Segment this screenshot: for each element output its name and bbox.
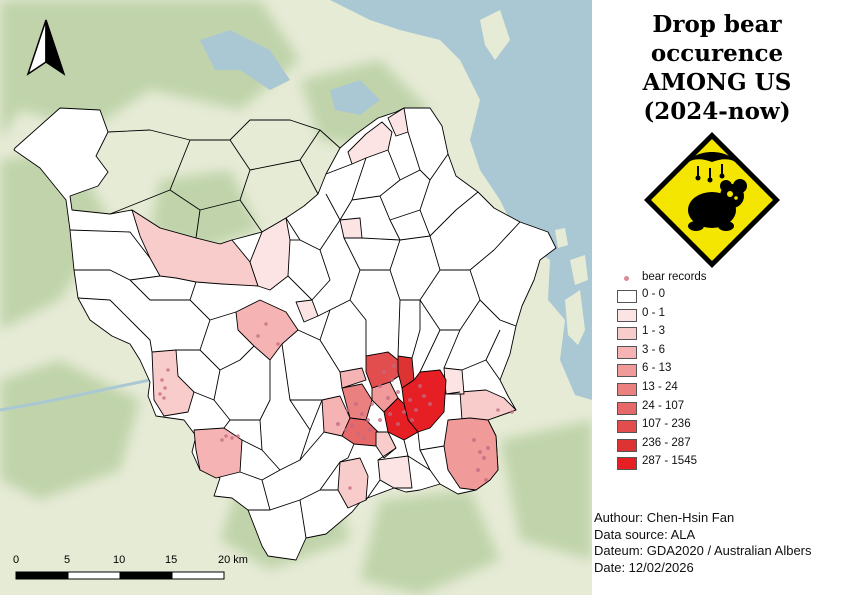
map-metadata: Authour: Chen-Hsin Fan Data source: ALA … — [594, 510, 812, 576]
suburb-west-light — [249, 217, 291, 291]
legend-point-label: bear records — [642, 271, 707, 283]
author-text: Authour: Chen-Hsin Fan — [594, 510, 735, 525]
suburb-boundaries — [69, 119, 521, 539]
legend-class-label: 287 - 1545 — [642, 455, 697, 468]
title-line-2: occurence — [650, 40, 784, 67]
legend-swatch — [617, 457, 637, 471]
legend-swatch — [617, 290, 637, 303]
datum-text: Dateum: GDA2020 / Australian Albers — [594, 543, 812, 558]
scale-tick-20: 20 km — [218, 554, 248, 566]
legend-class-label: 107 - 236 — [642, 418, 691, 431]
suburb-southeast — [443, 417, 499, 491]
legend-swatch — [617, 364, 637, 378]
legend-class-label: 0 - 0 — [642, 288, 666, 300]
bear-record-dot-icon — [624, 276, 629, 281]
north-arrow-icon — [26, 19, 66, 76]
title-line-3: AMONG US — [642, 69, 792, 96]
scale-tick-15: 15 — [165, 554, 177, 566]
suburb-central-i — [339, 367, 367, 389]
suburb-polygons — [13, 107, 557, 561]
suburb-south-2 — [377, 455, 413, 489]
basemap-islands — [480, 10, 588, 345]
legend-swatch — [617, 420, 637, 434]
suburb-southwest — [193, 427, 243, 479]
suburb-north-1 — [347, 121, 393, 165]
legend-class-label: 24 - 107 — [642, 399, 685, 412]
scale-tick-5: 5 — [64, 554, 70, 566]
basemap-water — [200, 0, 592, 400]
legend-swatch — [617, 401, 637, 415]
bear-record-points — [158, 322, 514, 490]
legend-class-label: 6 - 13 — [642, 362, 672, 375]
legend-class-label: 1 - 3 — [642, 325, 666, 338]
scale-tick-10: 10 — [113, 554, 125, 566]
data-source-text: Data source: ALA — [594, 526, 696, 542]
legend-swatch — [617, 308, 637, 322]
title-line-4: (2024-now) — [643, 98, 791, 125]
map-canvas[interactable]: 0 5 10 15 20 km — [0, 0, 592, 595]
scale-bar: 0 5 10 15 20 km — [13, 554, 248, 580]
suburb-far-west — [151, 349, 195, 417]
map-title: Drop bear occurence AMONG US (2024-now) — [604, 10, 830, 126]
suburb-east-2 — [443, 367, 465, 395]
scale-tick-0: 0 — [13, 554, 19, 566]
drop-bear-warning-sign-icon — [644, 132, 780, 268]
layout-panel: Drop bear occurence AMONG US (2024-now) — [592, 0, 842, 595]
legend-swatch — [617, 345, 637, 359]
legend-class-label: 236 - 287 — [642, 436, 691, 449]
legend-class-label: 0 - 1 — [642, 306, 666, 319]
legend-swatch — [617, 438, 637, 452]
legend-class-label: 3 - 6 — [642, 343, 666, 356]
legend-class-label: 13 - 24 — [642, 380, 678, 393]
legend-swatch — [617, 327, 637, 341]
suburb-west-ridge — [131, 209, 259, 287]
suburb-mid-north — [339, 217, 363, 239]
title-line-1: Drop bear — [652, 11, 782, 38]
date-text: Date: 12/02/2026 — [594, 559, 694, 575]
suburb-central-h — [383, 397, 419, 441]
legend-swatch — [617, 382, 637, 396]
